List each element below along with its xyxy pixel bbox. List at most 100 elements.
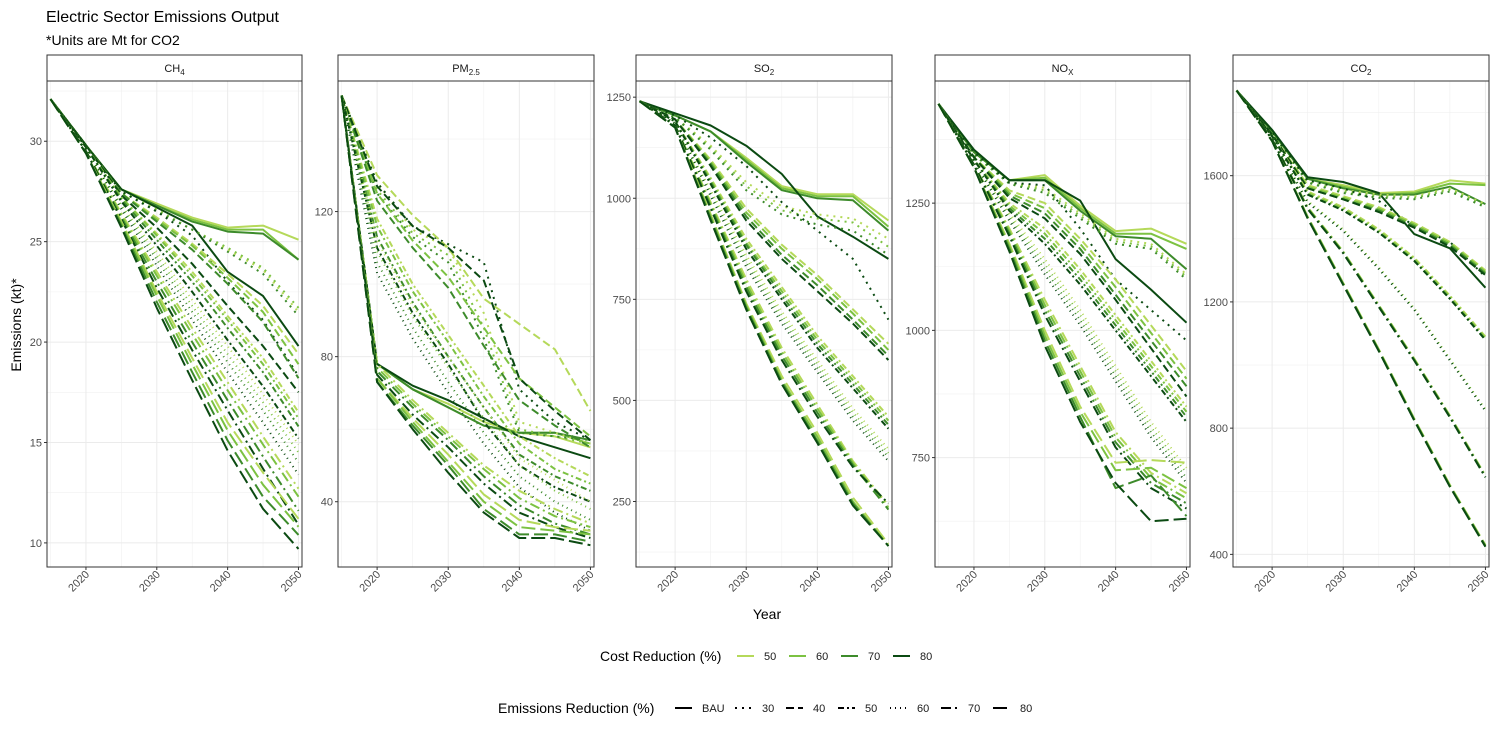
series-line-pm25-cost60-er40 [340,95,592,438]
series-line-ch4-cost60-er40 [49,98,300,365]
x-tick-label: 2020 [1252,569,1278,595]
series-line-nox-cost60-er30 [937,103,1188,278]
series-line-pm25-cost80-er30 [340,95,591,441]
legend-label-er-bau: BAU [702,703,725,715]
y-tick-label: 1250 [906,198,930,210]
legend-label-er-70: 70 [968,703,980,715]
series-line-pm25-cost80-er80 [340,95,591,547]
x-tick-label: 2040 [1395,569,1421,595]
series-line-nox-cost80-er50 [937,103,1188,423]
panel-background [935,81,1190,567]
series-line-so2-cost70-erbau [639,100,890,232]
chart-title: Electric Sector Emissions Output [46,9,280,26]
series-line-pm25-cost80-er40 [340,95,592,441]
series-line-co2-cost80-er40 [1235,89,1487,276]
series-line-pm25-cost80-er60 [340,95,591,532]
series-line-nox-cost70-er50 [937,103,1188,418]
facet-strip [1232,54,1490,82]
chart-subtitle: *Units are Mt for CO2 [46,32,180,48]
series-line-so2-cost80-er70 [639,100,890,505]
legend-label-er-80: 80 [1020,703,1032,715]
series-line-co2-cost80-er80 [1235,89,1487,548]
facet-so2: SO2 250 500 750 1000 1250 2020 2030 2040 2050 [607,54,895,595]
series-line-so2-cost80-er60 [639,100,890,462]
legend-label-er-50: 50 [865,703,877,715]
y-tick-label: 15 [30,437,42,449]
series-line-nox-cost80-er80 [937,103,1187,523]
series-line-pm25-cost70-er50 [340,95,591,492]
x-tick-label: 2020 [357,569,383,595]
series-line-nox-cost80-er70 [937,103,1187,510]
facet-strip-label: CH4 [164,63,185,77]
series-line-pm25-cost80-er50 [340,95,591,503]
y-tick-label: 10 [30,538,42,550]
series-line-so2-cost70-er30 [639,100,889,256]
series-line-so2-cost80-er80 [639,100,890,547]
y-tick-label: 40 [321,497,333,509]
series-line-ch4-cost80-er50 [49,98,300,440]
series-line-ch4-cost80-er80 [49,98,300,550]
series-line-pm25-cost50-er40 [340,95,592,412]
series-line-so2-cost80-er50 [639,100,890,430]
y-tick-label: 400 [1210,549,1228,561]
y-tick-label: 1250 [607,92,631,104]
y-tick-label: 30 [30,136,42,148]
x-tick-label: 2050 [1167,569,1193,595]
facet-strip-label: SO2 [754,63,775,77]
y-tick-label: 1000 [607,193,631,205]
legend-label-cost-50: 50 [764,651,776,663]
x-tick-label: 2030 [1025,569,1051,595]
y-tick-label: 1600 [1204,171,1228,183]
y-tick-label: 80 [321,352,333,364]
series-line-co2-cost60-er50 [1235,89,1487,339]
facet-co2: CO2 400 800 1200 1600 2020 2030 2040 2050 [1204,54,1492,595]
facet-strip [934,54,1191,82]
series-line-so2-cost60-er70 [639,100,890,509]
legend-label-er-40: 40 [813,703,825,715]
emissions-legend-title: Emissions Reduction (%) [498,700,654,716]
series-line-ch4-cost70-er30 [49,98,300,317]
series-line-pm25-cost60-er30 [340,95,591,445]
facet-strip [337,54,595,82]
x-tick-label: 2020 [655,569,681,595]
x-tick-label: 2050 [571,569,597,595]
x-tick-label: 2030 [727,569,753,595]
y-tick-label: 20 [30,337,42,349]
x-tick-label: 2040 [208,569,234,595]
series-line-co2-cost80-er50 [1235,89,1487,341]
x-axis-title: Year [753,606,782,622]
x-tick-label: 2030 [429,569,455,595]
x-tick-label: 2040 [798,569,824,595]
series-line-nox-cost70-er60 [937,103,1188,479]
y-tick-label: 1200 [1204,297,1228,309]
series-line-pm25-cost50-er70 [340,95,591,525]
series-line-ch4-cost80-er60 [49,98,300,476]
series-line-pm25-cost60-er70 [340,95,591,529]
legend-label-cost-60: 60 [816,651,828,663]
series-line-nox-cost80-er40 [937,103,1188,398]
series-line-pm25-cost70-er70 [340,95,591,536]
series-line-pm25-cost80-erbau [340,95,591,460]
series-line-so2-cost80-erbau [639,100,889,260]
series-line-ch4-cost60-er60 [49,98,300,454]
facet-strip [635,54,893,82]
series-line-pm25-cost80-er70 [340,95,591,539]
y-tick-label: 120 [315,207,333,219]
x-tick-label: 2050 [279,569,305,595]
series-line-ch4-cost80-er30 [49,98,300,377]
legend-label-cost-70: 70 [868,651,880,663]
series-line-nox-cost70-erbau [937,103,1188,271]
series-line-ch4-cost80-er40 [49,98,300,393]
y-tick-label: 25 [30,237,42,249]
facet-strip [46,54,303,82]
x-tick-label: 2050 [1466,569,1492,595]
series-line-nox-cost60-er60 [937,103,1188,474]
y-tick-label: 500 [613,395,631,407]
legend-label-er-60: 60 [917,703,929,715]
y-axis-title: Emissions (kt)* [8,278,24,372]
facet-ch4: CH4 10 15 20 25 30 2020 2030 2040 2050 [30,54,305,595]
emissions-reduction-legend: Emissions Reduction (%) BAU 30 40 50 60 70 80 [498,700,1032,716]
